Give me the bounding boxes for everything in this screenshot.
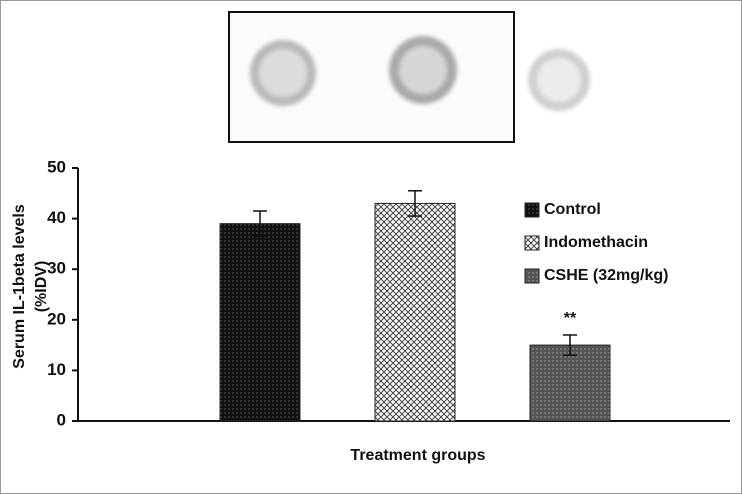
y-tick-label: 0	[57, 410, 66, 429]
error-bar	[563, 334, 577, 356]
blot-image	[228, 11, 590, 143]
y-tick-label: 20	[47, 309, 66, 328]
y-tick-label: 10	[47, 360, 66, 379]
bar	[529, 344, 611, 422]
legend-swatch	[524, 235, 540, 251]
y-axis-title: (%IDV)	[33, 261, 50, 313]
error-bar	[408, 190, 422, 217]
bar	[374, 202, 456, 422]
legend-label: Indomethacin	[544, 234, 648, 251]
y-tick-label: 30	[47, 259, 66, 278]
legend-label: CSHE (32mg/kg)	[544, 267, 668, 284]
y-tick-label: 50	[47, 157, 66, 176]
legend-swatch	[524, 202, 540, 218]
x-axis-title: Treatment groups	[350, 447, 485, 464]
legend-label: Control	[544, 201, 601, 218]
y-axis-title: Serum IL-1beta levels	[11, 204, 28, 369]
annotation: **	[564, 310, 577, 327]
legend-swatch	[524, 268, 540, 284]
bar	[219, 223, 301, 422]
error-bar	[253, 210, 267, 238]
y-tick-label: 40	[47, 208, 66, 227]
